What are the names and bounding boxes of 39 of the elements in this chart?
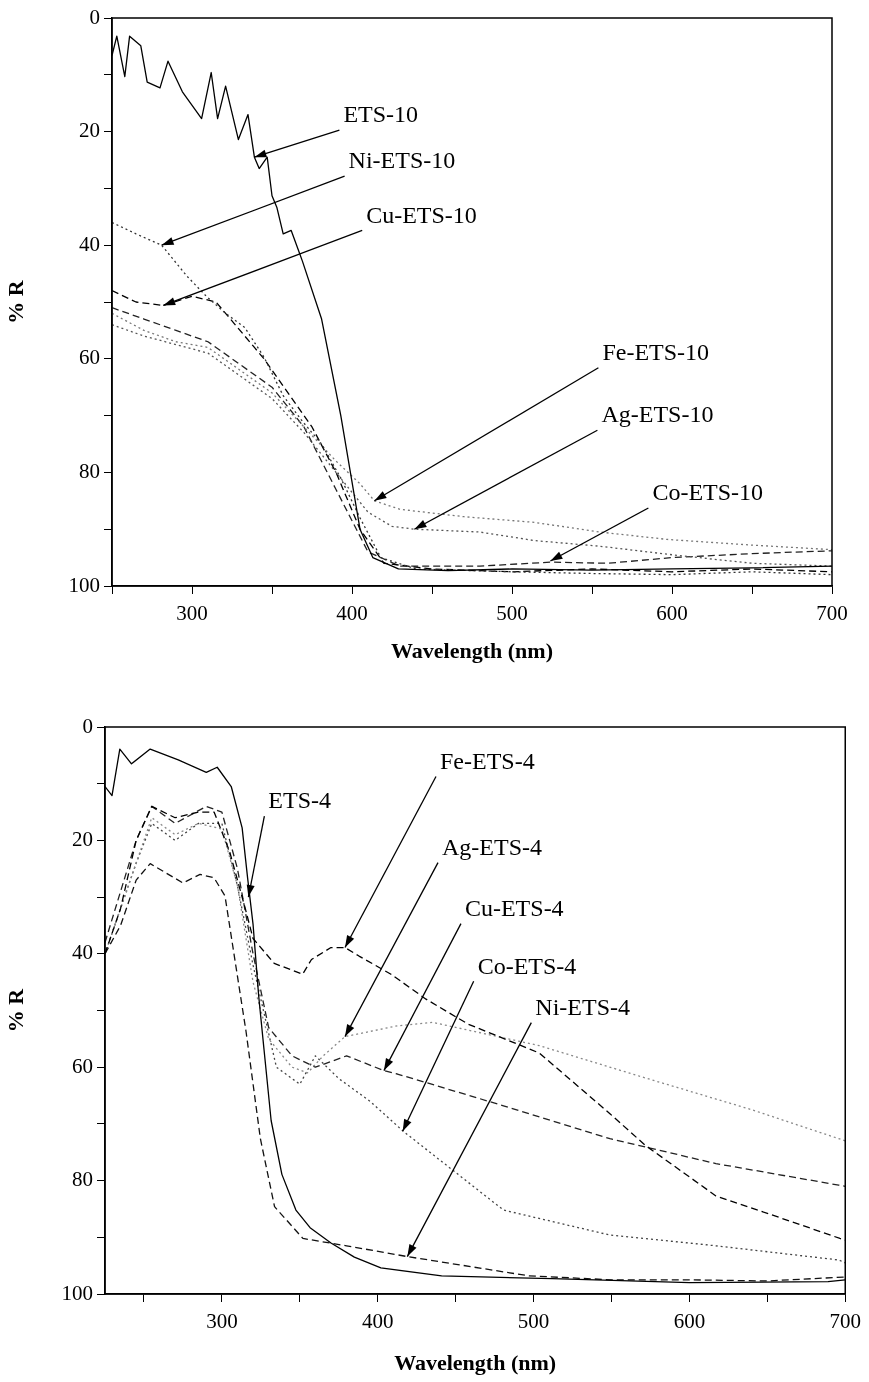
y-tick-label: 60 — [79, 345, 100, 370]
y-tick-label: 40 — [72, 940, 93, 965]
y-tick-label: 80 — [79, 458, 100, 483]
x-tick-label: 400 — [336, 601, 368, 626]
y-axis-title: % R — [2, 279, 28, 324]
annotation: ETS-10 — [343, 101, 419, 128]
y-tick-label: 100 — [68, 572, 100, 597]
y-tick-label: 60 — [72, 1053, 93, 1078]
annotation: Fe-ETS-4 — [440, 747, 535, 774]
annotation: Ag-ETS-4 — [442, 833, 542, 860]
x-tick-label: 300 — [176, 601, 208, 626]
line-series — [112, 221, 832, 576]
annotation: Ni-ETS-10 — [348, 147, 456, 174]
y-tick-label: 40 — [79, 231, 100, 256]
y-axis-title: % R — [2, 987, 28, 1033]
y-tick-label: 0 — [89, 4, 100, 29]
x-tick-label: 400 — [361, 1309, 394, 1334]
annotation: Co-ETS-10 — [652, 479, 764, 506]
annotation: Ag-ETS-10 — [601, 401, 714, 428]
annotation: Cu-ETS-4 — [464, 894, 564, 921]
x-tick-label: 500 — [517, 1309, 550, 1334]
y-tick-label: 20 — [72, 826, 93, 851]
x-tick-label: 500 — [496, 601, 528, 626]
annotation: Fe-ETS-10 — [602, 339, 710, 366]
x-tick-label: 700 — [816, 601, 848, 626]
x-axis-title: Wavelength (nm) — [391, 638, 553, 664]
x-tick-label: 600 — [656, 601, 688, 626]
annotation: ETS-4 — [268, 787, 332, 814]
annotation: Cu-ETS-10 — [366, 201, 477, 228]
x-tick-label: 300 — [206, 1309, 238, 1334]
annotation: Co-ETS-4 — [477, 952, 577, 979]
y-tick-label: 80 — [72, 1167, 93, 1192]
y-tick-label: 100 — [61, 1280, 93, 1305]
y-tick-label: 0 — [82, 713, 93, 738]
annotation: Ni-ETS-4 — [535, 993, 630, 1020]
x-tick-label: 700 — [829, 1309, 861, 1334]
x-tick-label: 600 — [673, 1309, 706, 1334]
y-tick-label: 20 — [79, 118, 100, 143]
x-axis-title: Wavelength (nm) — [394, 1350, 557, 1376]
